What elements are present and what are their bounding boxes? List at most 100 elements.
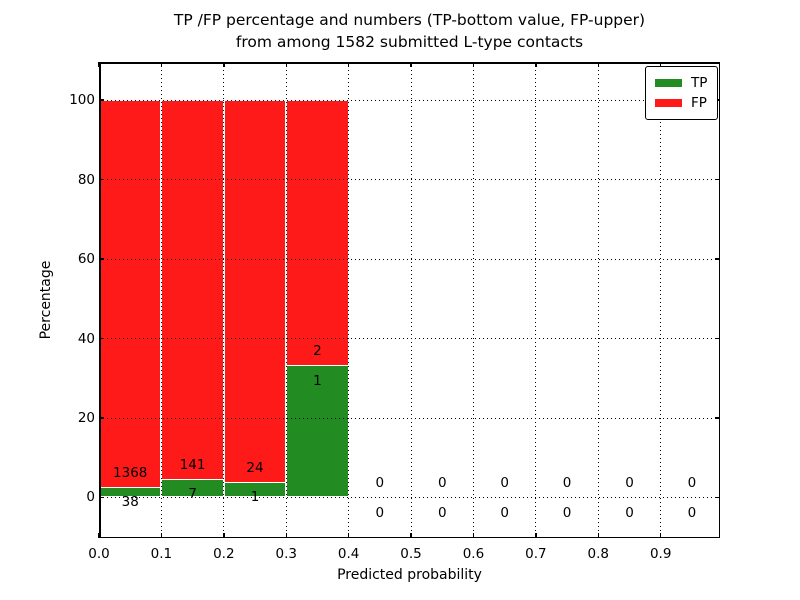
- y-tick: [715, 337, 720, 340]
- plot-frame: [718, 62, 720, 538]
- y-tick: [99, 258, 104, 260]
- x-tick: [410, 62, 412, 67]
- fp-count-label: 0: [500, 475, 509, 492]
- x-tick: [535, 62, 537, 67]
- fp-count-label: 0: [562, 475, 572, 492]
- x-tick: [597, 62, 599, 67]
- x-tick-label: 0.9: [649, 546, 672, 562]
- x-tick: [472, 62, 475, 67]
- y-tick-label: 0: [86, 489, 95, 506]
- y-tick-label: 80: [77, 171, 95, 188]
- legend-label-tp: TP: [691, 75, 708, 91]
- y-gridline: [99, 417, 720, 419]
- y-tick: [715, 178, 720, 181]
- x-gridline: [348, 62, 350, 538]
- fp-count-label: 0: [375, 475, 385, 492]
- legend-label-fp: FP: [691, 95, 707, 111]
- y-gridline: [99, 258, 720, 260]
- x-tick: [535, 533, 537, 538]
- tp-count-label: 0: [562, 504, 572, 521]
- fp-count-label: 2: [313, 343, 322, 360]
- fp-count-label: 0: [625, 475, 634, 492]
- plot-area: 1368 38 141 7 24 1 2 1 0 0 0 0 0 0 0 0 0 0 0 0: [98, 62, 720, 538]
- tp-bar: [286, 365, 349, 498]
- x-tick-label: 0.3: [275, 546, 297, 562]
- x-tick: [410, 533, 412, 538]
- x-tick-label: 0.0: [88, 546, 110, 562]
- y-tick: [715, 496, 720, 499]
- y-tick-label: 20: [77, 410, 95, 426]
- tp-count-label: 7: [188, 486, 197, 503]
- fp-count-label: 1368: [113, 464, 148, 481]
- x-gridline: [660, 62, 662, 538]
- x-tick: [285, 533, 287, 538]
- y-tick: [99, 178, 104, 181]
- y-tick: [99, 496, 104, 499]
- fp-swatch-icon: [655, 99, 682, 107]
- x-tick-label: 0.8: [587, 546, 610, 562]
- tp-count-label: 0: [687, 504, 697, 521]
- plot-frame: [99, 536, 720, 538]
- chart-title-line1: TP /FP percentage and numbers (TP-bottom…: [173, 11, 646, 29]
- y-gridline: [99, 338, 720, 340]
- fp-count-label: 0: [437, 475, 447, 492]
- y-tick: [99, 99, 104, 101]
- fp-count-label: 141: [179, 456, 206, 473]
- x-tick: [660, 62, 662, 67]
- x-gridline: [410, 62, 412, 538]
- x-tick-label: 0.2: [213, 546, 235, 562]
- y-tick-label: 40: [77, 330, 95, 347]
- x-tick-label: 0.7: [525, 546, 547, 562]
- x-tick-label: 0.4: [337, 546, 360, 562]
- fp-bar: [99, 100, 162, 487]
- x-tick: [347, 62, 350, 67]
- x-tick-label: 0.5: [400, 546, 422, 562]
- x-gridline: [223, 62, 225, 538]
- x-tick: [347, 533, 350, 538]
- fp-bar: [286, 100, 349, 366]
- y-gridline: [99, 496, 720, 498]
- tp-count-label: 0: [500, 504, 509, 521]
- x-tick: [223, 62, 225, 67]
- x-tick: [98, 62, 100, 67]
- tp-count-label: 38: [121, 494, 139, 511]
- tp-count-label: 0: [625, 504, 634, 521]
- y-tick-label: 100: [69, 92, 95, 109]
- chart-title: TP /FP percentage and numbers (TP-bottom…: [99, 9, 720, 53]
- tp-count-label: 1: [250, 489, 260, 506]
- x-gridline: [285, 62, 287, 538]
- y-tick: [715, 258, 720, 260]
- y-tick: [99, 337, 104, 340]
- fp-bar: [223, 100, 287, 482]
- x-gridline: [535, 62, 537, 538]
- plot-frame: [99, 62, 720, 64]
- legend: TP FP: [645, 66, 719, 120]
- fp-bar: [161, 100, 224, 479]
- y-tick: [99, 417, 104, 419]
- x-tick: [597, 533, 599, 538]
- x-tick: [160, 533, 163, 538]
- tp-swatch-icon: [655, 79, 682, 87]
- x-tick-label: 0.6: [462, 546, 485, 562]
- x-tick: [285, 62, 287, 67]
- fp-count-label: 0: [687, 475, 697, 492]
- plot-frame: [99, 62, 101, 538]
- legend-item-fp: FP: [655, 93, 707, 113]
- x-tick: [98, 533, 100, 538]
- x-gridline: [597, 62, 599, 538]
- x-tick: [160, 62, 163, 67]
- chart-title-line2: from among 1582 submitted L-type contact…: [235, 33, 584, 51]
- x-axis-label: Predicted probability: [337, 567, 482, 583]
- tp-count-label: 0: [437, 504, 447, 521]
- tp-bar: [161, 478, 224, 498]
- y-tick-label: 60: [77, 251, 95, 268]
- tp-count-label: 1: [313, 372, 322, 389]
- x-gridline: [160, 62, 162, 538]
- x-tick: [223, 533, 225, 538]
- y-gridline: [99, 99, 720, 101]
- x-tick: [472, 533, 475, 538]
- y-tick: [715, 417, 720, 419]
- fp-count-label: 24: [246, 459, 264, 476]
- legend-item-tp: TP: [655, 73, 707, 93]
